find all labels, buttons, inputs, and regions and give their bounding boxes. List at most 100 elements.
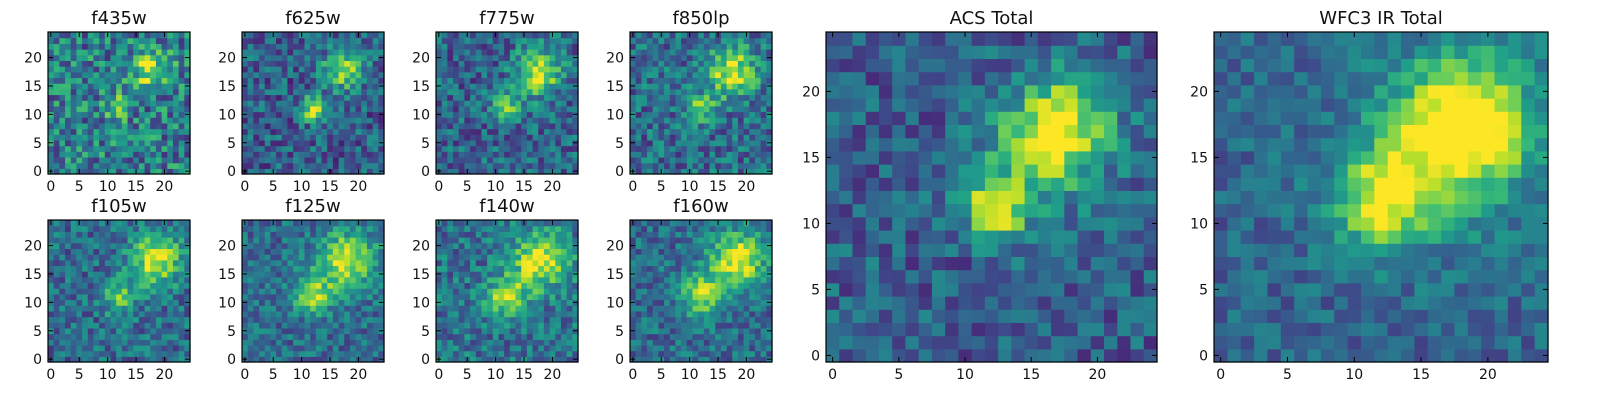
heatmap-cell: [87, 37, 95, 44]
heatmap-cell: [138, 254, 146, 261]
heatmap-cell: [543, 100, 551, 107]
heatmap-cell: [515, 105, 522, 113]
heatmap-cell: [492, 231, 500, 238]
heatmap-cell: [155, 94, 163, 101]
heatmap-cell: [110, 49, 117, 56]
heatmap-cell: [93, 310, 100, 318]
heatmap-cell: [259, 94, 266, 101]
heatmap-cell: [555, 220, 562, 227]
heatmap-cell: [538, 333, 545, 340]
heatmap-cell: [743, 350, 750, 357]
heatmap-cell: [749, 316, 756, 323]
heatmap-cell: [487, 94, 494, 101]
heatmap-cell: [116, 344, 123, 352]
heatmap-cell: [82, 293, 89, 301]
heatmap-cell: [555, 299, 562, 306]
heatmap-cell: [743, 322, 750, 329]
heatmap-cell: [720, 151, 728, 158]
heatmap-cell: [481, 316, 488, 323]
heatmap-cell: [481, 128, 488, 135]
heatmap-cell: [675, 293, 682, 301]
heatmap-cell: [749, 66, 756, 73]
heatmap-cell: [167, 282, 174, 289]
heatmap-cell: [127, 259, 134, 267]
heatmap-cell: [184, 316, 191, 323]
heatmap-cell: [281, 259, 289, 267]
heatmap-cell: [470, 333, 477, 340]
heatmap-cell: [349, 54, 357, 61]
heatmap-cell: [481, 49, 488, 56]
heatmap-cell: [698, 322, 705, 329]
heatmap-cell: [498, 37, 505, 44]
heatmap-cell: [492, 322, 500, 329]
heatmap-cell: [104, 248, 112, 255]
heatmap-cell: [355, 310, 362, 318]
heatmap-cell: [453, 168, 460, 175]
heatmap-cell: [549, 88, 556, 96]
heatmap-cell: [178, 316, 185, 323]
heatmap-cell: [703, 60, 711, 67]
heatmap-cell: [184, 220, 191, 227]
heatmap-cell: [270, 88, 277, 96]
heatmap-cell: [361, 299, 368, 306]
heatmap-cell: [378, 305, 385, 312]
heatmap-cell: [264, 71, 271, 79]
heatmap-cell: [487, 128, 494, 135]
heatmap-cell: [692, 299, 699, 306]
heatmap-cell: [93, 94, 100, 101]
heatmap-cell: [87, 350, 95, 357]
heatmap-cell: [184, 60, 191, 67]
heatmap-cell: [70, 77, 77, 84]
heatmap-cell: [93, 339, 100, 346]
heatmap-cell: [110, 168, 117, 175]
heatmap-cell: [167, 134, 174, 141]
heatmap-cell: [110, 71, 117, 79]
heatmap-cell: [635, 168, 642, 175]
heatmap-cell: [720, 310, 728, 318]
heatmap-cell: [247, 288, 254, 295]
heatmap-cell: [532, 111, 539, 118]
heatmap-cell: [692, 100, 699, 107]
heatmap-cell: [669, 339, 677, 346]
heatmap-cell: [253, 49, 260, 56]
heatmap-cell: [298, 305, 306, 312]
heatmap-cell: [669, 66, 677, 73]
heatmap-cell: [720, 77, 728, 84]
heatmap-cell: [560, 66, 568, 73]
heatmap-cell: [515, 162, 522, 169]
heatmap-cell: [366, 43, 374, 50]
heatmap-cell: [178, 77, 185, 84]
heatmap-cell: [65, 60, 72, 67]
heatmap-cell: [378, 310, 385, 318]
heatmap-cell: [669, 299, 677, 306]
heatmap-cell: [338, 310, 345, 318]
heatmap-cell: [760, 32, 767, 39]
heatmap-cell: [703, 162, 711, 169]
heatmap-cell: [355, 254, 362, 261]
heatmap-cell: [161, 276, 168, 284]
heatmap-cell: [566, 333, 573, 340]
heatmap-cell: [760, 100, 767, 107]
heatmap-cell: [76, 151, 83, 158]
heatmap-cell: [298, 111, 306, 118]
heatmap-cell: [332, 231, 340, 238]
heatmap-cell: [138, 134, 146, 141]
heatmap-cell: [703, 288, 711, 295]
heatmap-cell: [259, 231, 266, 238]
heatmap-cell: [532, 220, 539, 227]
heatmap-cell: [464, 88, 471, 96]
heatmap-cell: [749, 276, 756, 284]
heatmap-cell: [572, 32, 579, 39]
heatmap-cell: [116, 54, 123, 61]
heatmap-cell: [453, 299, 460, 306]
heatmap-cell: [293, 305, 300, 312]
heatmap-cell: [372, 322, 379, 329]
heatmap-cell: [572, 122, 579, 130]
heatmap-cell: [737, 60, 745, 67]
heatmap-cell: [172, 168, 180, 175]
heatmap-cell: [361, 316, 368, 323]
heatmap-cell: [726, 293, 733, 301]
heatmap-cell: [321, 322, 328, 329]
heatmap-cell: [515, 242, 522, 249]
